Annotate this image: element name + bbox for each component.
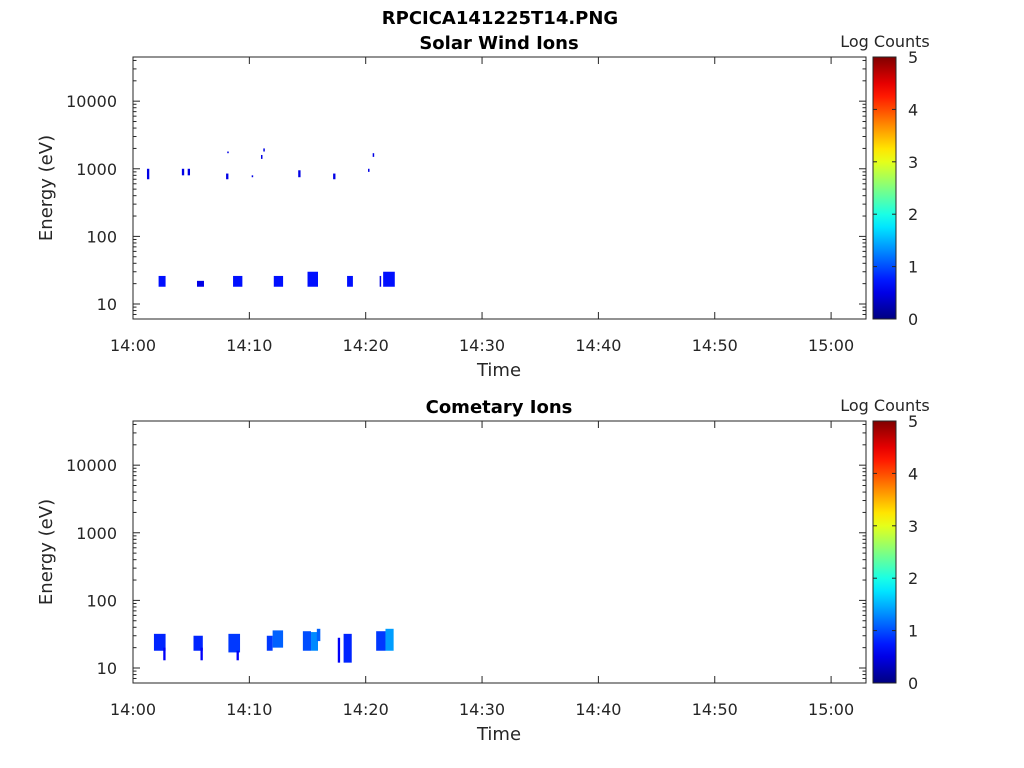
colorbar-tick-label: 1 [908, 258, 918, 277]
data-cell [228, 633, 241, 653]
data-cell [153, 633, 166, 651]
x-tick-label: 14:20 [343, 336, 389, 355]
plot-area [132, 420, 867, 684]
y-axis-label: Energy (eV) [36, 499, 57, 605]
data-cell [193, 635, 203, 651]
colorbar [872, 420, 897, 684]
colorbar-label: Log Counts [840, 32, 930, 51]
panel-title: Cometary Ions [426, 397, 573, 418]
colorbar-tick-label: 3 [908, 517, 918, 536]
chart-panels: 14:00 14:10 14:20 14:30 14:40 14:50 15:0010100… [36, 32, 930, 745]
x-tick-label: 14:10 [226, 700, 272, 719]
data-cell [233, 275, 243, 287]
x-tick-label: 14:40 [575, 336, 621, 355]
x-tick-label: 14:20 [343, 700, 389, 719]
data-cell [273, 275, 284, 287]
colorbar [872, 56, 897, 320]
x-tick-label: 14:50 [692, 700, 738, 719]
colorbar-tick-label: 2 [908, 205, 918, 224]
y-tick-label: 10000 [66, 92, 117, 111]
data-cell [302, 631, 312, 651]
data-cell [236, 650, 239, 661]
colorbar-tick-label: 1 [908, 622, 918, 641]
x-tick-label: 14:40 [575, 700, 621, 719]
data-cell [343, 633, 352, 663]
data-cell [227, 151, 229, 154]
data-cell [368, 168, 370, 172]
x-axis-label: Time [476, 360, 521, 381]
x-tick-label: 15:00 [808, 336, 854, 355]
y-tick-label: 10 [97, 295, 117, 314]
x-tick-label: 14:50 [692, 336, 738, 355]
data-cell [385, 628, 394, 651]
data-cell [383, 271, 395, 287]
data-cell [307, 271, 318, 287]
data-cell [311, 632, 318, 651]
data-cell [181, 168, 185, 176]
data-cell [272, 630, 284, 648]
data-cell [372, 153, 375, 157]
y-tick-label: 100 [86, 227, 117, 246]
y-tick-label: 100 [86, 591, 117, 610]
x-axis-label: Time [476, 724, 521, 745]
colorbar-tick-label: 5 [908, 48, 918, 67]
data-cell [337, 637, 341, 663]
x-tick-label: 14:00 [110, 336, 156, 355]
data-cell [347, 275, 353, 287]
colorbar-tick-label: 3 [908, 153, 918, 172]
data-cell [146, 168, 150, 180]
panel-title: Solar Wind Ions [419, 33, 578, 54]
plot-area [132, 56, 867, 320]
y-tick-label: 10000 [66, 456, 117, 475]
colorbar-label: Log Counts [840, 396, 930, 415]
data-cell [196, 280, 204, 287]
data-cell [263, 148, 265, 152]
x-tick-label: 14:10 [226, 336, 272, 355]
colorbar-tick-label: 2 [908, 569, 918, 588]
x-tick-label: 14:00 [110, 700, 156, 719]
data-cell [200, 647, 203, 661]
figure-title: RPCICA141225T14.PNG [382, 8, 618, 29]
data-cell [266, 635, 273, 651]
data-cell [158, 275, 166, 287]
y-tick-label: 1000 [76, 524, 117, 543]
data-cell [163, 647, 166, 661]
colorbar-tick-label: 4 [908, 100, 918, 119]
colorbar-tick-label: 4 [908, 464, 918, 483]
colorbar-tick-label: 5 [908, 412, 918, 431]
data-cell [260, 154, 263, 159]
x-tick-label: 15:00 [808, 700, 854, 719]
data-cell [379, 275, 382, 287]
colorbar-tick-label: 0 [908, 674, 918, 693]
y-tick-label: 1000 [76, 160, 117, 179]
data-cell [187, 168, 191, 176]
data-cell [251, 175, 254, 178]
x-tick-label: 14:30 [459, 700, 505, 719]
x-tick-label: 14:30 [459, 336, 505, 355]
chart-panel: 14:00 14:10 14:20 14:30 14:40 14:50 15:0010100… [36, 32, 930, 381]
data-cell [226, 173, 229, 180]
chart-panel: 14:00 14:10 14:20 14:30 14:40 14:50 15:0010100… [36, 396, 930, 745]
data-cell [316, 628, 321, 642]
y-tick-label: 10 [97, 659, 117, 678]
data-cell [333, 173, 336, 180]
y-axis-label: Energy (eV) [36, 135, 57, 241]
colorbar-tick-label: 0 [908, 310, 918, 329]
data-cell [298, 170, 301, 178]
data-cell [376, 631, 386, 651]
